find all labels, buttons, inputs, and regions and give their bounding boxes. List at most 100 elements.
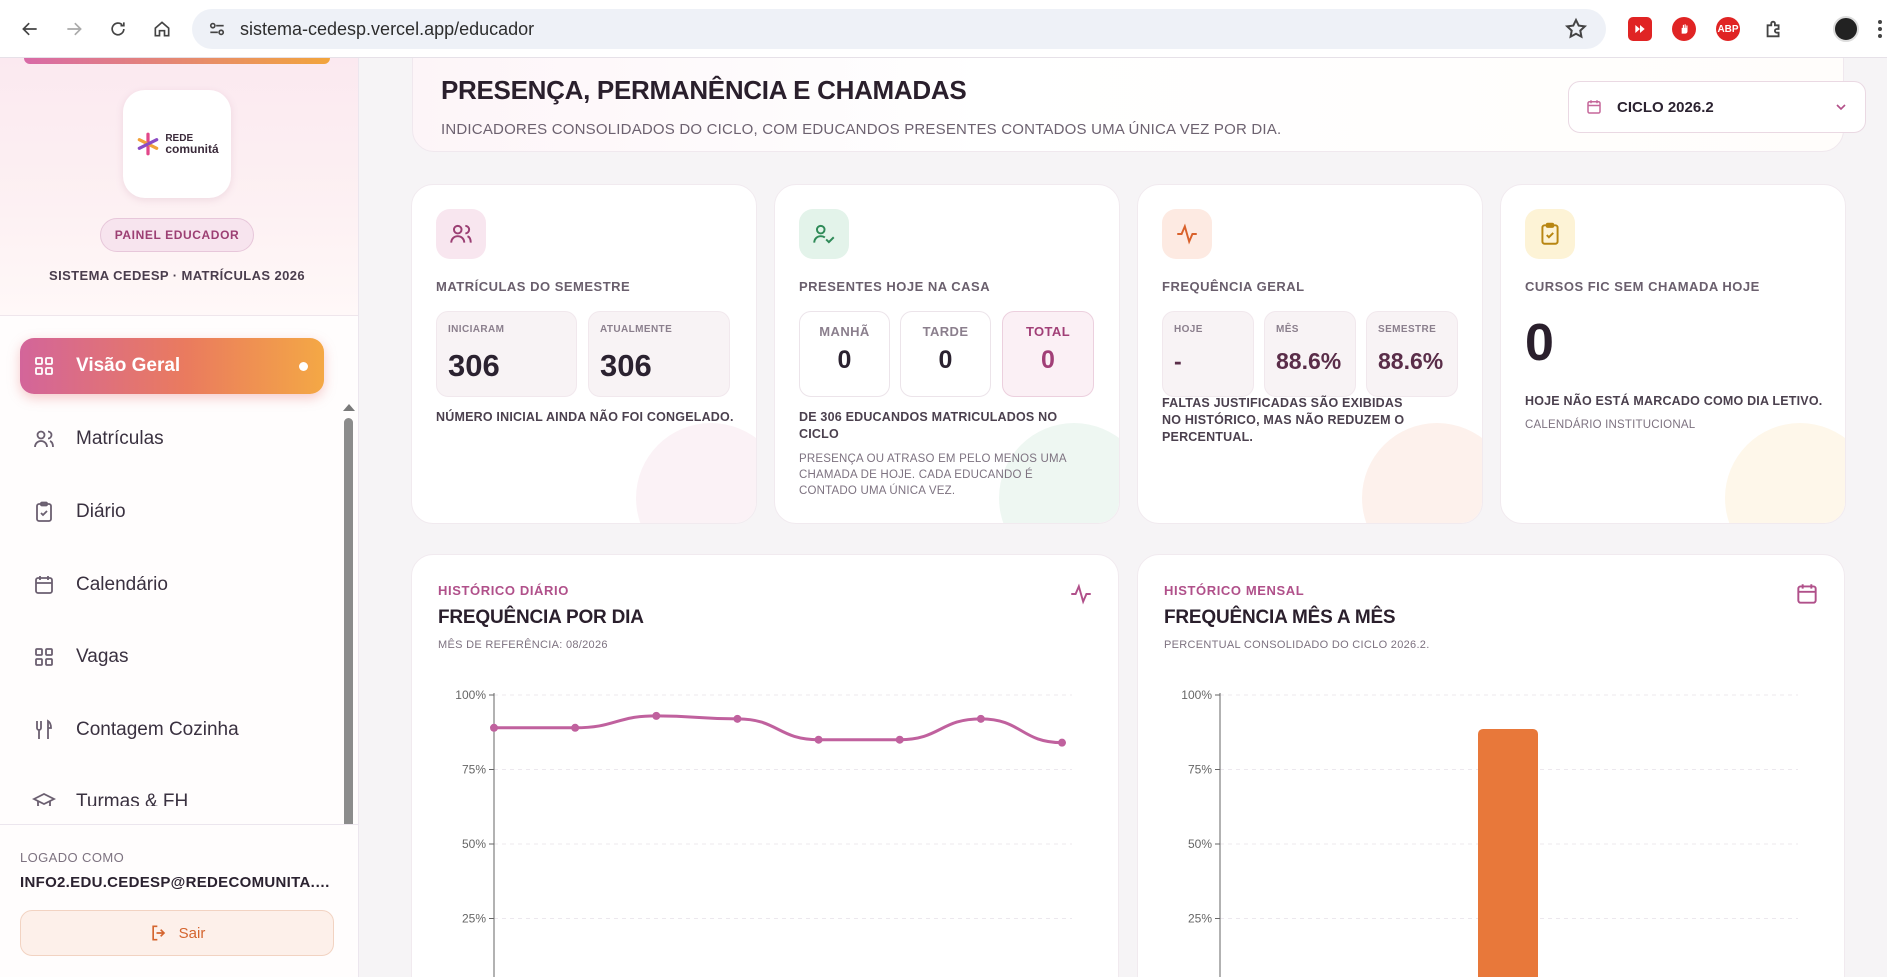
browser-toolbar: sistema-cedesp.vercel.app/educador ABP [0,0,1887,58]
activity-icon [1071,583,1091,605]
card-matriculas: MATRÍCULAS DO SEMESTRE INICIARAM 306 ATU… [411,184,757,524]
sidebar-item-turmas-fh[interactable]: Turmas & FH [20,774,324,806]
sidebar-item-diario[interactable]: Diário [20,484,324,540]
sidebar-item-contagem-cozinha[interactable]: Contagem Cozinha [20,702,324,758]
main-content: PRESENÇA, PERMANÊNCIA E CHAMADAS INDICAD… [360,58,1887,977]
puzzle-icon[interactable] [1762,17,1786,41]
sidebar-item-label: Diário [76,501,126,522]
y-tick-label: 100% [1181,688,1212,702]
utensils-icon [36,719,52,739]
stat-label: SEMESTRE [1378,324,1437,335]
card-small-note: PRESENÇA OU ATRASO EM PELO MENOS UMA CHA… [799,453,1067,497]
y-tick-label: 100% [455,688,486,702]
card-frequencia: FREQUÊNCIA GERAL HOJE - MÊS 88.6% SEMEST… [1137,184,1483,524]
stat-label: TARDE [922,324,969,339]
card-title: CURSOS FIC SEM CHAMADA HOJE [1525,279,1760,294]
stat-label: INICIARAM [448,324,505,335]
stat-value: - [1174,348,1182,374]
reload-icon[interactable] [100,11,136,47]
grid-icon [35,648,53,666]
system-label: SISTEMA CEDESP · MATRÍCULAS 2026 [49,268,305,283]
home-icon[interactable] [144,11,180,47]
card-cursos-fic: CURSOS FIC SEM CHAMADA HOJE 0 HOJE NÃO E… [1500,184,1846,524]
chart-title: FREQUÊNCIA POR DIA [438,607,644,628]
calendar-icon [35,576,53,594]
stat-value: 0 [938,346,953,374]
bookmark-star-icon[interactable] [1564,17,1588,41]
browser-menu-icon[interactable] [1877,18,1883,40]
chart-subtitle: MÊS DE REFERÊNCIA: 08/2026 [438,639,608,651]
data-point [976,714,985,723]
page-title: PRESENÇA, PERMANÊNCIA E CHAMADAS [441,75,967,105]
card-title: MATRÍCULAS DO SEMESTRE [436,279,631,294]
logout-icon [151,925,165,941]
monthly-bar-chart: 100% 75% 50% 25% [1181,688,1798,977]
y-tick-label: 50% [1188,837,1212,851]
video-ext-icon[interactable] [1628,17,1652,41]
sidebar-item-label: Visão Geral [76,355,181,376]
forward-icon[interactable] [56,11,92,47]
users-icon [436,209,486,259]
user-check-icon [799,209,849,259]
chart-kicker: HISTÓRICO DIÁRIO [438,583,569,598]
calendar-icon [1797,584,1817,604]
back-icon[interactable] [12,11,48,47]
abp-icon[interactable]: ABP [1716,17,1740,41]
stat-total: TOTAL 0 [1002,311,1094,397]
stat-atualmente: ATUALMENTE 306 [588,311,730,397]
calendar-icon [1587,100,1601,114]
chevron-down-icon [1836,104,1846,111]
stat-manha: MANHÃ 0 [799,311,890,397]
card-note: FALTAS JUSTIFICADAS SÃO EXIBIDAS NO HIST… [1162,396,1405,444]
card-note: DE 306 EDUCANDOS MATRICULADOS NO CICLO [799,410,1058,441]
card-small-note: CALENDÁRIO INSTITUCIONAL [1525,419,1696,431]
data-point [895,735,904,744]
graduation-cap-icon [32,792,56,806]
stat-value: 0 [1041,346,1055,374]
logged-label: LOGADO COMO [20,850,125,865]
sidebar-header: REDE comunitá PAINEL EDUCADOR SISTEMA CE… [0,58,358,316]
logout-label: Sair [178,924,206,942]
y-tick-label: 25% [1188,912,1212,926]
logout-button[interactable]: Sair [20,910,334,956]
grid-icon [35,357,53,375]
card-title: PRESENTES HOJE NA CASA [799,279,991,294]
stat-label: ATUALMENTE [600,324,673,335]
sidebar-nav: Visão Geral Matrículas Diário Calendário… [0,326,340,806]
series-line [493,714,1063,745]
cycle-select[interactable]: CICLO 2026.2 [1568,81,1866,133]
data-point [733,714,742,723]
panel-badge: PAINEL EDUCADOR [100,218,254,252]
sidebar-item-label: Calendário [76,574,168,595]
profile-avatar[interactable] [1833,16,1859,42]
stat-label: TOTAL [1025,324,1071,339]
sidebar-item-vagas[interactable]: Vagas [20,629,324,685]
chart-title: FREQUÊNCIA MÊS A MÊS [1164,607,1396,628]
bar [1478,728,1538,977]
sidebar-item-label: Matrículas [76,428,164,449]
data-point [490,723,498,732]
logged-email: INFO2.EDU.CEDESP@REDECOMUNITA.ORG [20,874,340,891]
card-presentes: PRESENTES HOJE NA CASA MANHÃ 0 TARDE 0 T… [774,184,1120,524]
logo[interactable]: REDE comunitá [123,90,231,198]
scroll-up-arrow[interactable] [343,404,355,411]
data-point [814,735,823,744]
y-tick-label: 25% [462,912,486,926]
sidebar-item-calendario[interactable]: Calendário [20,557,324,613]
sidebar-scrollbar[interactable] [344,418,353,834]
sidebar-item-matriculas[interactable]: Matrículas [20,411,324,467]
address-bar[interactable]: sistema-cedesp.vercel.app/educador [192,9,1606,49]
clipboard-icon [36,501,52,522]
url-text[interactable]: sistema-cedesp.vercel.app/educador [240,18,535,39]
site-settings-icon[interactable] [206,18,228,40]
chart-subtitle: PERCENTUAL CONSOLIDADO DO CICLO 2026.2. [1164,639,1430,651]
logo-text-line1: REDE [165,133,194,144]
chart-card-monthly: HISTÓRICO MENSAL FREQUÊNCIA MÊS A MÊS PE… [1137,554,1845,977]
sidebar-item-visao-geral[interactable]: Visão Geral [20,338,324,394]
stat-value: 306 [448,348,500,383]
activity-icon [1162,209,1212,259]
adblock-hand-icon[interactable] [1672,17,1696,41]
sidebar-item-label: Contagem Cozinha [76,719,239,740]
data-point [571,723,580,732]
stat-iniciaram: INICIARAM 306 [436,311,577,397]
